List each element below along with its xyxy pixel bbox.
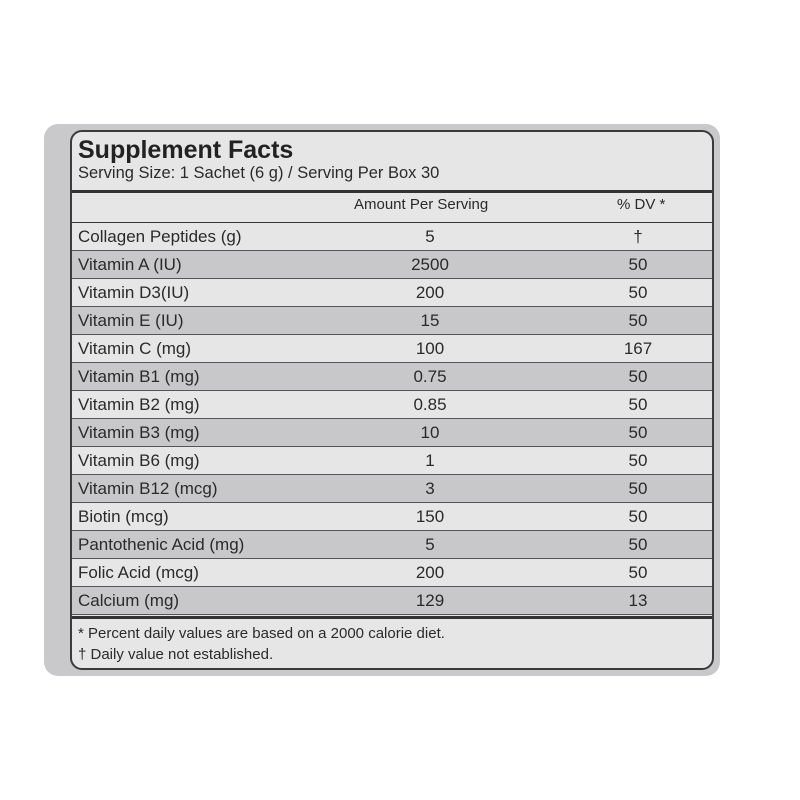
table-row: Vitamin D3(IU) 200 50 <box>72 279 712 307</box>
table-row: Vitamin B6 (mg) 1 50 <box>72 447 712 475</box>
table-row: Pantothenic Acid (mg) 5 50 <box>72 531 712 559</box>
serving-size: Serving Size: 1 Sachet (6 g) / Serving P… <box>78 164 440 182</box>
amount: 3 <box>425 479 435 498</box>
column-header: % DV * <box>617 196 666 213</box>
daily-value: 50 <box>628 367 648 386</box>
amount: 129 <box>415 591 445 610</box>
daily-value: 50 <box>628 283 648 302</box>
table-row: Vitamin C (mg) 100 167 <box>72 335 712 363</box>
daily-value: 50 <box>628 451 648 470</box>
table-row: Folic Acid (mcg) 200 50 <box>72 559 712 587</box>
daily-value: † <box>633 227 643 246</box>
supplement-facts-panel: Supplement Facts Serving Size: 1 Sachet … <box>70 130 714 670</box>
nutrient-name: Vitamin B3 (mg) <box>78 423 200 442</box>
divider <box>72 616 712 619</box>
daily-value: 50 <box>628 507 648 526</box>
daily-value: 50 <box>628 311 648 330</box>
daily-value: 50 <box>628 255 648 274</box>
nutrient-name: Vitamin E (IU) <box>78 311 184 330</box>
footnote: † Daily value not established. <box>78 646 274 663</box>
table-row: Collagen Peptides (g) 5 † <box>72 223 712 251</box>
daily-value: 167 <box>623 339 653 358</box>
column-header: Amount Per Serving <box>354 196 489 213</box>
nutrient-name: Calcium (mg) <box>78 591 180 610</box>
amount: 2500 <box>411 255 449 274</box>
table-row: Vitamin B1 (mg) 0.75 50 <box>72 363 712 391</box>
footnote: * Percent daily values are based on a 20… <box>78 625 445 642</box>
amount: 5 <box>425 535 435 554</box>
daily-value: 50 <box>628 563 648 582</box>
daily-value: 50 <box>628 479 648 498</box>
amount: 0.85 <box>413 395 447 414</box>
daily-value: 50 <box>628 423 648 442</box>
nutrient-name: Vitamin B1 (mg) <box>78 367 200 386</box>
nutrient-name: Vitamin D3(IU) <box>78 283 190 302</box>
nutrient-name: Pantothenic Acid (mg) <box>78 535 245 554</box>
table-row: Vitamin A (IU) 2500 50 <box>72 251 712 279</box>
amount: 1 <box>425 451 435 470</box>
nutrient-name: Vitamin B6 (mg) <box>78 451 200 470</box>
amount: 150 <box>415 507 445 526</box>
amount: 15 <box>420 311 440 330</box>
nutrient-name: Vitamin B2 (mg) <box>78 395 200 414</box>
table-row: Biotin (mcg) 150 50 <box>72 503 712 531</box>
table-row: Vitamin B3 (mg) 10 50 <box>72 419 712 447</box>
nutrient-name: Folic Acid (mcg) <box>78 563 199 582</box>
table-row: Vitamin E (IU) 15 50 <box>72 307 712 335</box>
nutrient-name: Biotin (mcg) <box>78 507 169 526</box>
table-row: Vitamin B2 (mg) 0.85 50 <box>72 391 712 419</box>
amount: 200 <box>415 563 445 582</box>
amount: 0.75 <box>413 367 447 386</box>
table-row: Vitamin B12 (mcg) 3 50 <box>72 475 712 503</box>
daily-value: 13 <box>628 591 648 610</box>
table-row: Calcium (mg) 129 13 <box>72 587 712 615</box>
amount: 100 <box>415 339 445 358</box>
title: Supplement Facts <box>78 136 294 164</box>
divider <box>72 190 712 193</box>
divider <box>72 222 712 223</box>
nutrient-name: Collagen Peptides (g) <box>78 227 242 246</box>
daily-value: 50 <box>628 535 648 554</box>
amount: 5 <box>425 227 435 246</box>
amount: 200 <box>415 283 445 302</box>
nutrient-name: Vitamin C (mg) <box>78 339 192 358</box>
nutrient-name: Vitamin B12 (mcg) <box>78 479 218 498</box>
nutrient-name: Vitamin A (IU) <box>78 255 182 274</box>
amount: 10 <box>420 423 440 442</box>
daily-value: 50 <box>628 395 648 414</box>
